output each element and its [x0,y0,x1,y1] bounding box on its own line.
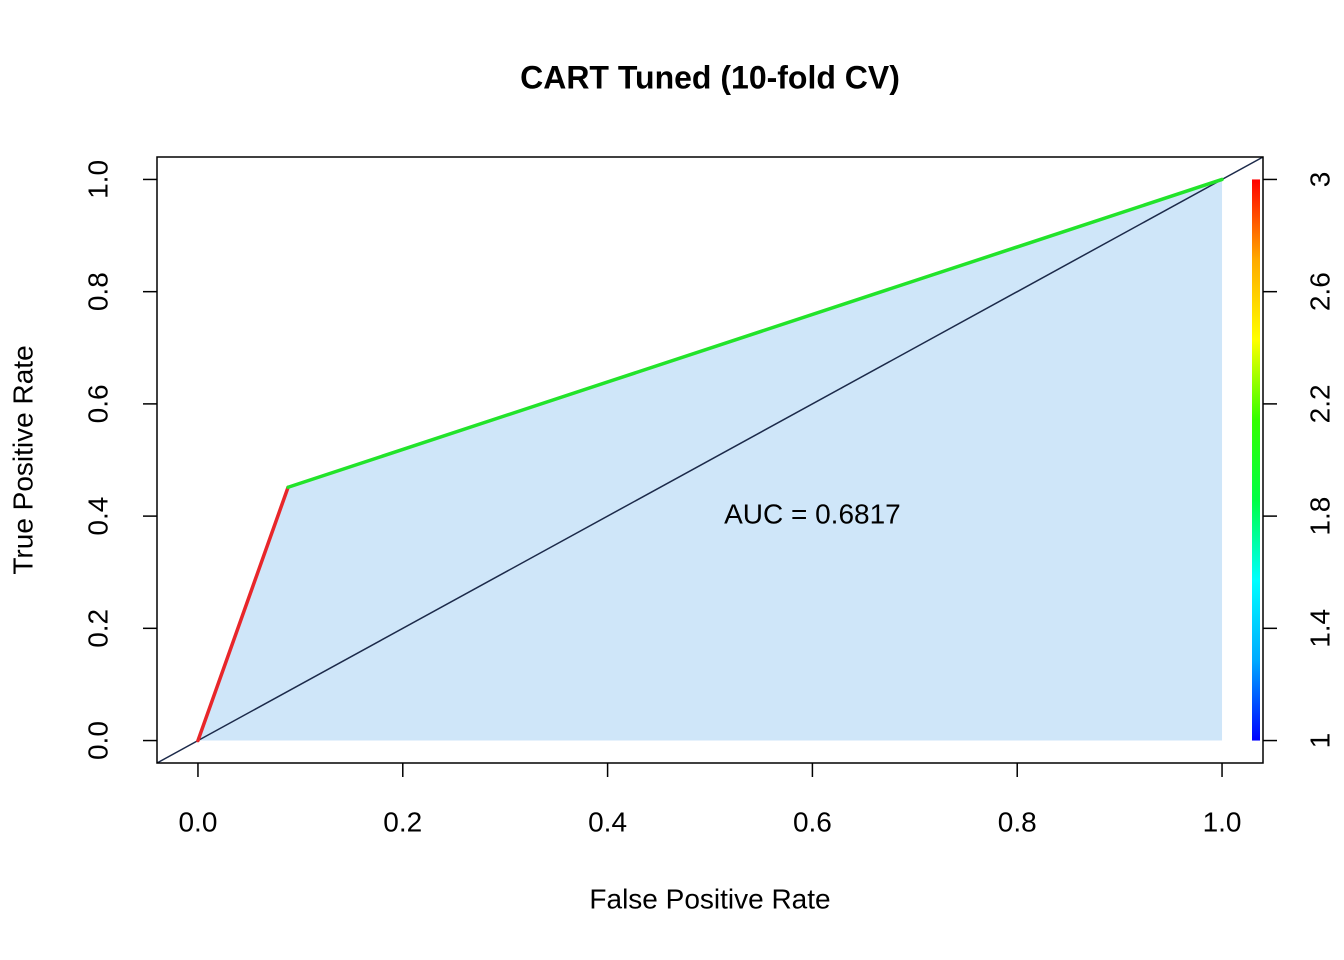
x-tick-label: 0.8 [998,806,1037,837]
roc-segment [196,485,290,743]
x-tick-label: 0.4 [588,806,627,837]
chart-title: CART Tuned (10-fold CV) [520,59,900,95]
colorbar-tick-label: 1.8 [1304,497,1335,536]
roc-segment [286,177,1224,490]
y-tick-label: 0.8 [82,272,113,311]
auc-annotation: AUC = 0.6817 [724,499,901,530]
colorbar-tick-label: 1 [1304,733,1335,749]
y-tick-label: 1.0 [82,160,113,199]
y-tick-label: 0.0 [82,721,113,760]
x-tick-label: 0.2 [383,806,422,837]
colorbar-tick-label: 2.6 [1304,272,1335,311]
x-tick-label: 1.0 [1203,806,1242,837]
y-tick-label: 0.4 [82,497,113,536]
x-tick-label: 0.6 [793,806,832,837]
x-axis-label: False Positive Rate [589,883,830,914]
y-axis-label: True Positive Rate [7,345,38,574]
colorbar [1252,179,1260,741]
diagonal-line [156,156,1264,764]
colorbar-tick-label: 3 [1304,172,1335,188]
y-tick-label: 0.6 [82,384,113,423]
colorbar-tick-label: 1.4 [1304,609,1335,648]
colorbar-tick-label: 2.2 [1304,384,1335,423]
plot-frame [156,156,1264,764]
y-tick-label: 0.2 [82,609,113,648]
x-tick-label: 0.0 [178,806,217,837]
